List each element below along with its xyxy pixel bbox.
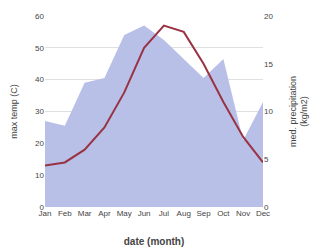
svg-text:5: 5 xyxy=(264,155,269,164)
svg-text:Mar: Mar xyxy=(78,209,92,218)
svg-text:40: 40 xyxy=(35,75,44,84)
svg-text:Jul: Jul xyxy=(159,209,169,218)
svg-text:Feb: Feb xyxy=(58,209,72,218)
svg-text:20: 20 xyxy=(264,12,273,21)
svg-text:Nov: Nov xyxy=(236,209,250,218)
svg-text:10: 10 xyxy=(264,107,273,116)
svg-text:med. precipitation(kg/m2): med. precipitation(kg/m2) xyxy=(288,76,310,147)
svg-text:Dec: Dec xyxy=(256,209,270,218)
svg-text:Aug: Aug xyxy=(177,209,191,218)
svg-text:15: 15 xyxy=(264,60,273,69)
svg-text:50: 50 xyxy=(35,44,44,53)
svg-text:date (month): date (month) xyxy=(124,236,185,247)
svg-text:20: 20 xyxy=(35,139,44,148)
svg-text:0: 0 xyxy=(264,203,269,212)
svg-text:60: 60 xyxy=(35,12,44,21)
svg-text:May: May xyxy=(117,209,132,218)
svg-text:Jun: Jun xyxy=(138,209,151,218)
svg-text:0: 0 xyxy=(40,203,45,212)
svg-text:Jan: Jan xyxy=(39,209,52,218)
svg-text:max temp (C): max temp (C) xyxy=(9,84,19,139)
svg-text:Apr: Apr xyxy=(98,209,111,218)
svg-text:Sep: Sep xyxy=(196,209,211,218)
svg-text:10: 10 xyxy=(35,171,44,180)
svg-text:30: 30 xyxy=(35,107,44,116)
svg-text:Oct: Oct xyxy=(217,209,230,218)
